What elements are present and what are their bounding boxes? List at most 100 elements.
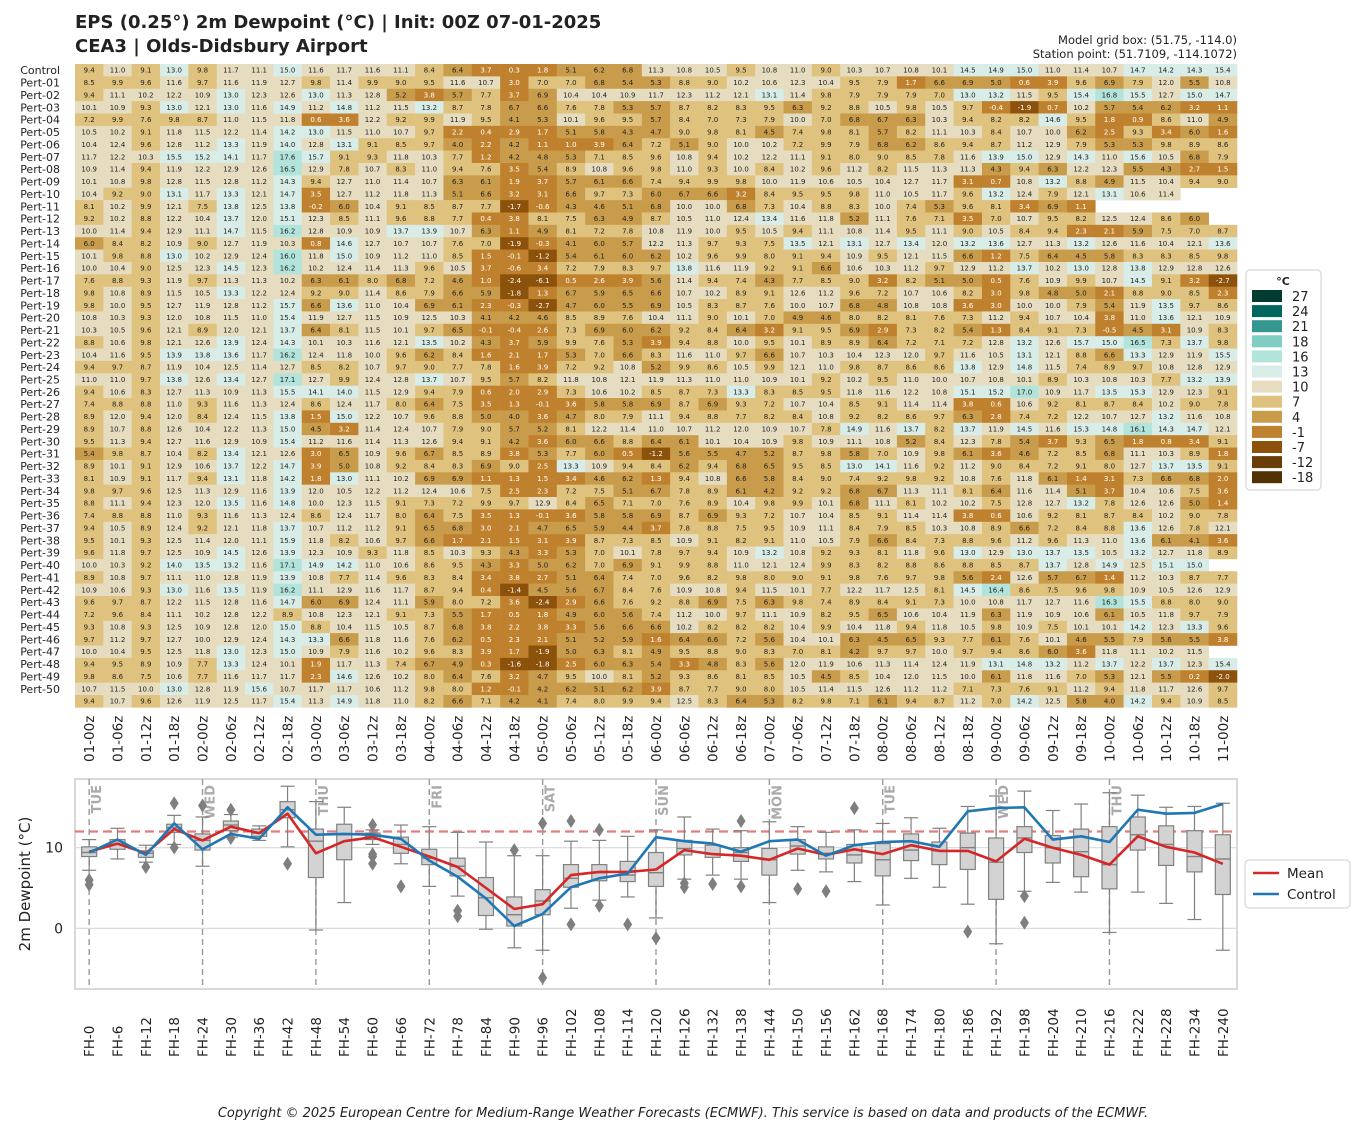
heatmap-cell <box>386 113 416 127</box>
heatmap-cell-value: 1.1 <box>1217 104 1228 112</box>
heatmap-cell-value: 10.1 <box>81 104 97 112</box>
heatmap-cell-value: 8.5 <box>84 79 95 87</box>
heatmap-cell-value: 0.6 <box>310 116 322 124</box>
heatmap-cell <box>1010 76 1039 90</box>
heatmap-cell-value: 3.7 <box>480 67 491 75</box>
heatmap-cell-value: 0.9 <box>1132 116 1143 124</box>
heatmap-cell-value: 1.8 <box>1104 116 1115 124</box>
heatmap-cell <box>216 64 246 77</box>
heatmap-cell <box>726 76 756 90</box>
heatmap-cell-value: 1.8 <box>537 67 548 75</box>
heatmap-cell <box>981 113 1011 127</box>
heatmap-cell <box>103 64 132 77</box>
heatmap-cell-value: 11.6 <box>308 67 324 75</box>
x-tick-label: FH-162 <box>847 1008 863 1057</box>
heatmap-cell <box>415 113 444 127</box>
heatmap-cell-value: 7.0 <box>820 116 831 124</box>
heatmap-cell-value: 9.5 <box>480 116 491 124</box>
heatmap-cell-value: 8.2 <box>1019 116 1030 124</box>
legend-label: Mean <box>1287 866 1324 882</box>
x-tick-label: FH-84 <box>479 1017 495 1057</box>
heatmap-cell <box>273 113 303 127</box>
heatmap-cell <box>1180 101 1209 114</box>
heatmap-cell-value: 10.8 <box>677 67 693 75</box>
heatmap-cell-value: 10.9 <box>620 91 636 99</box>
heatmap-cell-value: 6.6 <box>537 104 549 112</box>
heatmap-cell <box>330 113 359 127</box>
heatmap-cell <box>783 76 813 90</box>
heatmap-cell <box>471 64 501 77</box>
heatmap-cell <box>443 113 473 127</box>
heatmap-cell <box>528 101 558 114</box>
heatmap-cell <box>160 101 189 114</box>
heatmap-cell-value: 6.3 <box>906 116 917 124</box>
heatmap-cell-value: 4.1 <box>509 116 520 124</box>
heatmap-cell-value: 13.1 <box>762 91 778 99</box>
heatmap-cell <box>896 76 926 90</box>
heatmap-cell <box>103 113 132 127</box>
heatmap-cell-value: 10.2 <box>733 79 749 87</box>
legend-label: Control <box>1287 887 1336 903</box>
heatmap-cell-value: 7.8 <box>480 104 491 112</box>
y-tick-label: 10 <box>45 841 63 857</box>
heatmap-cell-value: 9.4 <box>962 116 974 124</box>
day-label: MON <box>770 785 785 820</box>
x-tick-label: FH-108 <box>592 1008 608 1057</box>
heatmap-cell-value: 9.8 <box>820 91 831 99</box>
heatmap-cell <box>641 88 671 102</box>
heatmap-cell <box>1208 76 1238 90</box>
y-tick-label: 0 <box>54 921 63 937</box>
heatmap-cell <box>556 125 586 139</box>
heatmap-cell <box>925 76 954 90</box>
heatmap-cell <box>641 64 671 77</box>
heatmap-cell-value: 11.0 <box>110 67 126 75</box>
heatmap-cell <box>358 64 388 77</box>
x-tick-label: FH-138 <box>734 1008 750 1057</box>
x-tick-label: FH-174 <box>904 1008 920 1057</box>
heatmap-cell-value: -0.4 <box>989 104 1003 112</box>
heatmap-cell <box>783 88 813 102</box>
heatmap-cell <box>1095 64 1124 77</box>
heatmap-cell-value: 7.6 <box>565 104 577 112</box>
heatmap-cell <box>443 64 473 77</box>
heatmap-cell <box>925 64 954 77</box>
heatmap-cell <box>216 88 246 102</box>
grid-box-label: Model grid box: (51.75, -114.0) <box>1058 33 1237 47</box>
heatmap-cell <box>358 113 388 127</box>
x-tick-label: FH-36 <box>252 1017 268 1057</box>
heatmap-cell <box>330 125 359 139</box>
heatmap-cell <box>556 113 586 127</box>
heatmap-cell-value: 13.0 <box>308 129 324 137</box>
heatmap-cell <box>670 125 699 139</box>
heatmap-cell <box>868 64 898 77</box>
heatmap-cell-value: 10.2 <box>1073 104 1089 112</box>
x-tick-label: FH-54 <box>337 1017 353 1057</box>
heatmap-cell <box>1095 88 1124 102</box>
heatmap-cell <box>726 113 756 127</box>
copyright-notice: Copyright © 2025 European Centre for Med… <box>217 1106 1149 1121</box>
heatmap-cell-value: 6.4 <box>452 67 464 75</box>
heatmap-cell-value: 11.2 <box>365 104 381 112</box>
heatmap-cell-value: 14.7 <box>1215 91 1231 99</box>
heatmap-cell <box>868 125 898 139</box>
heatmap-cell <box>500 88 529 102</box>
heatmap-cell <box>301 88 331 102</box>
heatmap-row-label: Pert-03 <box>20 101 60 114</box>
heatmap-cell-value: 13.0 <box>223 104 239 112</box>
day-label: SUN <box>657 785 672 816</box>
heatmap-cell <box>981 101 1011 114</box>
heatmap-cell <box>1095 76 1124 90</box>
heatmap-cell <box>216 101 246 114</box>
heatmap-cell <box>386 125 416 139</box>
heatmap-cell-value: 9.6 <box>1076 79 1088 87</box>
heatmap-cell <box>443 101 473 114</box>
heatmap-cell-value: 15.4 <box>1073 91 1089 99</box>
heatmap-cell <box>556 64 586 77</box>
heatmap-cell-value: 11.5 <box>393 104 409 112</box>
heatmap-cell <box>726 64 756 77</box>
box-body <box>761 847 778 876</box>
x-tick-label: FH-30 <box>224 1017 240 1057</box>
x-tick-label: FH-156 <box>819 1008 835 1057</box>
x-tick-label: FH-210 <box>1074 1008 1090 1057</box>
